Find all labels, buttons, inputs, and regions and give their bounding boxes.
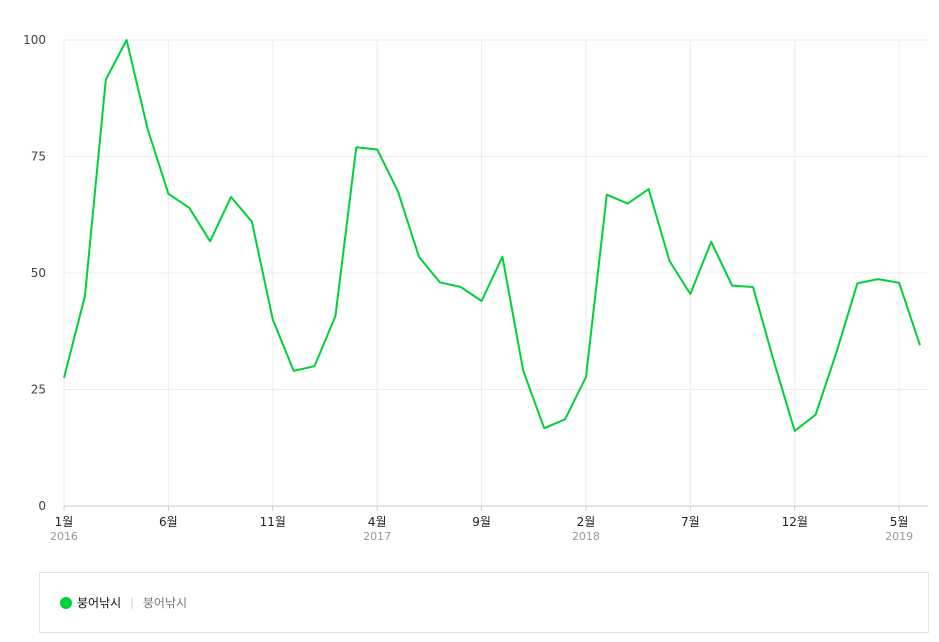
x-tick-year-label: 2019	[885, 530, 913, 543]
x-tick-month-label: 2월	[577, 515, 596, 529]
x-tick-month-label: 11월	[260, 515, 286, 529]
x-tick-month-label: 1월	[55, 515, 74, 529]
y-axis-ticks: 0 25 50 75 100	[23, 33, 46, 513]
legend: 붕어낚시 | 붕어낚시	[39, 572, 929, 633]
legend-series-sublabel: 붕어낚시	[142, 596, 188, 610]
x-tick-year-label: 2016	[50, 530, 78, 543]
series-lines	[63, 39, 921, 432]
x-tick-month-label: 12월	[782, 515, 808, 529]
y-tick-label: 50	[31, 266, 46, 280]
x-tick-month-label: 4월	[368, 515, 387, 529]
x-tick-year-label: 2017	[363, 530, 391, 543]
legend-color-dot	[60, 596, 72, 609]
x-tick-month-label: 6월	[159, 515, 178, 529]
x-tick-month-label: 7월	[681, 515, 700, 529]
legend-item[interactable]: 붕어낚시 | 붕어낚시	[60, 594, 187, 611]
legend-separator: |	[130, 596, 134, 609]
y-tick-label: 25	[31, 383, 46, 397]
y-tick-label: 0	[38, 499, 46, 513]
y-tick-label: 75	[31, 150, 46, 164]
y-tick-label: 100	[23, 33, 46, 47]
series-line-0	[63, 39, 921, 432]
x-tick-month-label: 9월	[472, 515, 491, 529]
x-tick-year-label: 2018	[572, 530, 600, 543]
grid-lines	[63, 39, 928, 511]
x-tick-month-label: 5월	[890, 515, 909, 529]
legend-series-label: 붕어낚시	[77, 596, 122, 610]
